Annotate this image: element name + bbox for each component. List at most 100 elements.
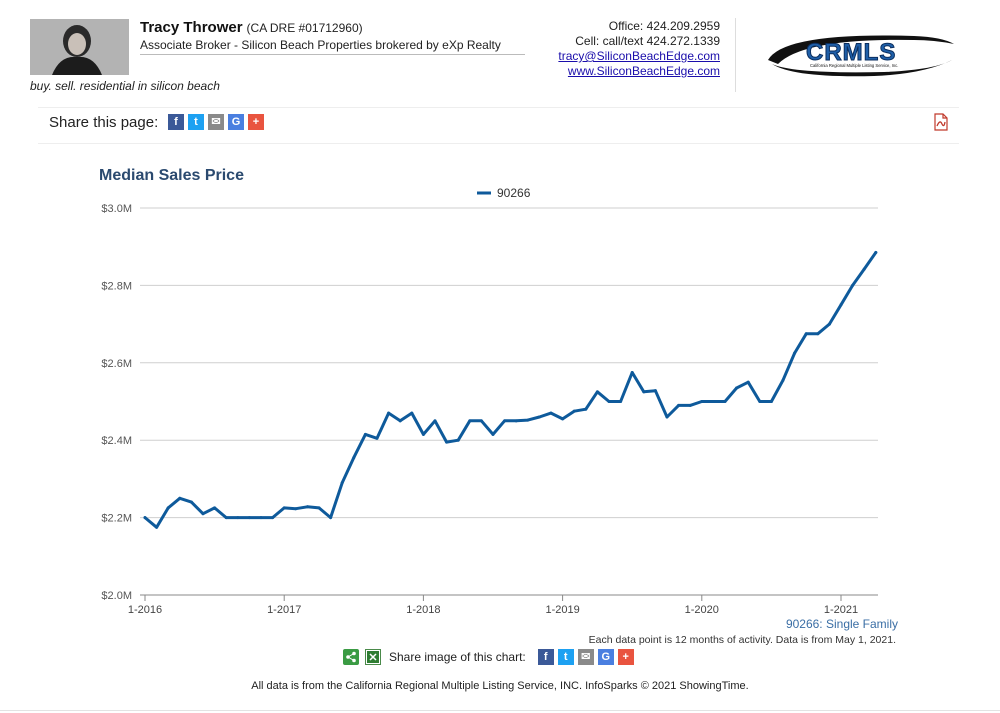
data-point bbox=[619, 400, 623, 403]
plus-icon[interactable]: + bbox=[248, 114, 264, 130]
agent-dre: (CA DRE #01712960) bbox=[246, 21, 363, 35]
chart-plus-icon[interactable]: + bbox=[617, 649, 634, 665]
data-point bbox=[851, 283, 855, 287]
legend: 90266 bbox=[477, 186, 531, 200]
chart-note: Each data point is 12 months of activity… bbox=[589, 634, 896, 646]
chart-email-icon[interactable]: ✉ bbox=[577, 649, 594, 665]
data-point bbox=[503, 419, 507, 423]
y-tick-label: $2.8M bbox=[101, 280, 132, 292]
data-point bbox=[607, 400, 611, 403]
data-point bbox=[769, 400, 773, 403]
office-phone: Office: 424.209.2959 bbox=[608, 19, 720, 33]
crmls-logo: CRMLS California Regional Multiple Listi… bbox=[764, 30, 956, 78]
data-point bbox=[874, 251, 878, 255]
data-point bbox=[827, 322, 831, 326]
x-tick-label: 1-2021 bbox=[824, 604, 858, 616]
data-point bbox=[758, 400, 762, 403]
data-point bbox=[561, 417, 565, 421]
data-point bbox=[433, 419, 437, 423]
data-point bbox=[700, 400, 704, 403]
google-icon[interactable]: G bbox=[228, 114, 244, 130]
data-point bbox=[595, 390, 599, 394]
data-point bbox=[468, 419, 472, 423]
data-point bbox=[352, 456, 356, 460]
x-tick-label: 1-2020 bbox=[685, 604, 719, 616]
divider-top bbox=[38, 107, 959, 108]
data-point bbox=[271, 516, 275, 520]
data-point bbox=[363, 432, 367, 436]
chart-title: Median Sales Price bbox=[99, 167, 244, 184]
share-page-label: Share this page: bbox=[49, 114, 159, 131]
data-point bbox=[665, 415, 669, 419]
share-chart-row: Share image of this chart: f t ✉ G + bbox=[343, 649, 634, 665]
data-point bbox=[549, 411, 553, 415]
y-axis: $2.0M $2.2M $2.4M $2.6M $2.8M $3.0M bbox=[101, 203, 132, 602]
x-axis: 1-2016 1-2017 1-2018 1-2019 1-2020 1-2021 bbox=[128, 595, 858, 616]
data-point bbox=[224, 516, 228, 520]
data-point bbox=[201, 512, 205, 516]
data-point bbox=[514, 419, 518, 423]
data-point bbox=[804, 332, 808, 336]
data-point bbox=[421, 432, 425, 436]
website-link[interactable]: www.SiliconBeachEdge.com bbox=[567, 64, 720, 78]
data-point bbox=[572, 409, 576, 413]
chart-facebook-icon[interactable]: f bbox=[537, 649, 554, 665]
footer-text: All data is from the California Regional… bbox=[251, 680, 749, 692]
data-point bbox=[410, 411, 414, 415]
data-point bbox=[584, 407, 588, 411]
x-tick-label: 1-2017 bbox=[267, 604, 301, 616]
share-page-icons: f t ✉ G + bbox=[168, 114, 264, 130]
tagline: buy. sell. residential in silicon beach bbox=[30, 79, 220, 93]
x-tick-label: 1-2016 bbox=[128, 604, 162, 616]
header-divider bbox=[735, 18, 736, 92]
data-point bbox=[491, 432, 495, 436]
data-point bbox=[259, 516, 263, 520]
y-tick-label: $2.2M bbox=[101, 513, 132, 525]
data-point bbox=[305, 505, 309, 509]
data-point bbox=[294, 507, 298, 511]
agent-name: Tracy Thrower (CA DRE #01712960) bbox=[140, 19, 363, 36]
pdf-icon[interactable] bbox=[933, 113, 949, 131]
data-point bbox=[143, 516, 147, 520]
twitter-icon[interactable]: t bbox=[188, 114, 204, 130]
legend-label: 90266 bbox=[497, 186, 531, 200]
x-tick-label: 1-2018 bbox=[406, 604, 440, 616]
email-link[interactable]: tracy@SiliconBeachEdge.com bbox=[558, 49, 720, 63]
data-point bbox=[688, 403, 692, 407]
email-icon[interactable]: ✉ bbox=[208, 114, 224, 130]
data-point bbox=[178, 496, 182, 500]
data-point bbox=[317, 506, 321, 510]
data-point bbox=[236, 516, 240, 520]
chart-twitter-icon[interactable]: t bbox=[557, 649, 574, 665]
cell-phone: Cell: call/text 424.272.1339 bbox=[575, 34, 720, 48]
series-90266 bbox=[143, 251, 878, 529]
data-point bbox=[375, 436, 379, 440]
data-point bbox=[630, 370, 634, 374]
data-point bbox=[398, 419, 402, 423]
series-line bbox=[143, 251, 878, 529]
y-tick-label: $3.0M bbox=[101, 203, 132, 215]
share-chart-label: Share image of this chart: bbox=[389, 650, 526, 664]
chart-google-icon[interactable]: G bbox=[597, 649, 614, 665]
data-point bbox=[189, 500, 193, 504]
share-icon[interactable] bbox=[343, 649, 359, 665]
data-point bbox=[746, 380, 750, 384]
data-point bbox=[653, 389, 657, 393]
data-point bbox=[340, 481, 344, 485]
agent-name-text: Tracy Thrower bbox=[140, 19, 243, 36]
data-point bbox=[247, 516, 251, 520]
x-tick-label: 1-2019 bbox=[545, 604, 579, 616]
page-bottom-border bbox=[0, 710, 1000, 711]
data-point bbox=[677, 403, 681, 407]
excel-icon[interactable] bbox=[365, 649, 381, 665]
data-point bbox=[155, 525, 159, 529]
facebook-icon[interactable]: f bbox=[168, 114, 184, 130]
data-point bbox=[166, 506, 170, 510]
agent-photo bbox=[30, 19, 129, 75]
y-tick-label: $2.0M bbox=[101, 590, 132, 602]
y-tick-label: $2.4M bbox=[101, 435, 132, 447]
data-point bbox=[387, 411, 391, 415]
logo-subtext: California Regional Multiple Listing Ser… bbox=[810, 63, 898, 68]
data-point bbox=[456, 438, 460, 442]
logo-text: CRMLS bbox=[806, 39, 896, 66]
